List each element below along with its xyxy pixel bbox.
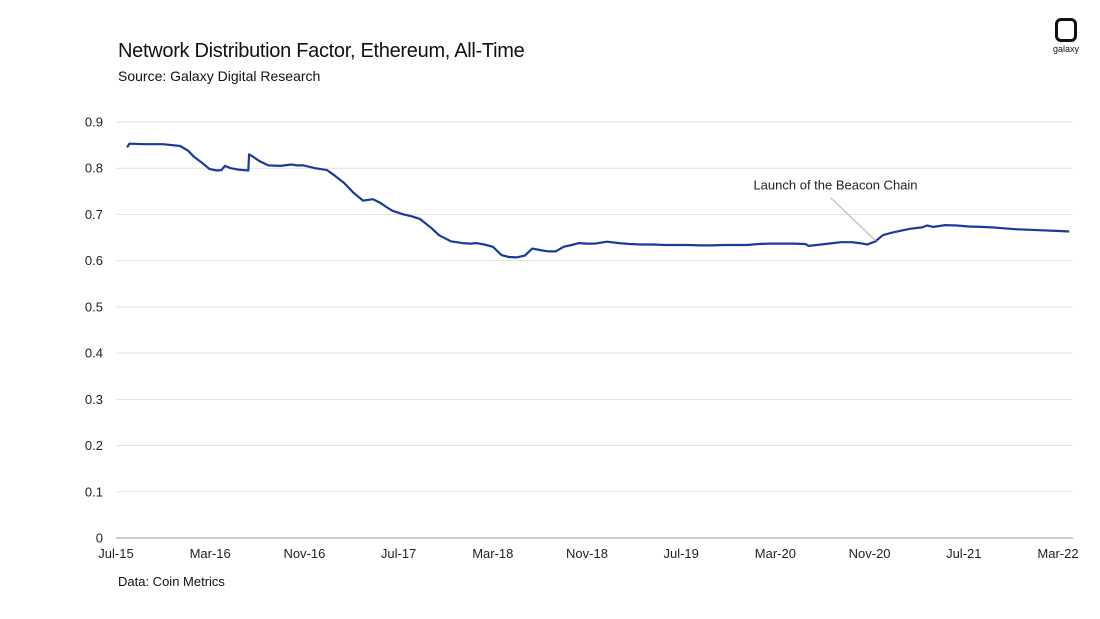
x-tick-label: Jul-19 <box>663 546 698 561</box>
y-tick-label: 0.7 <box>85 207 103 222</box>
logo-wordmark: galaxy <box>1052 44 1079 54</box>
y-tick-label: 0.1 <box>85 484 103 499</box>
y-tick-label: 0.4 <box>85 346 103 361</box>
x-tick-label: Nov-20 <box>849 546 891 561</box>
y-tick-label: 0.6 <box>85 253 103 268</box>
chart-footer: Data: Coin Metrics <box>118 574 225 589</box>
y-tick-label: 0.3 <box>85 392 103 407</box>
chart-title: Network Distribution Factor, Ethereum, A… <box>118 40 525 62</box>
logo-square-icon <box>1055 18 1077 42</box>
x-tick-label: Jul-17 <box>381 546 416 561</box>
annotation: Launch of the Beacon Chain <box>753 178 918 242</box>
grid-lines <box>116 121 1073 539</box>
x-axis-ticks: Jul-15 Mar-16 Nov-16 Jul-17 Mar-18 Nov-18 Jul-… <box>98 546 1078 561</box>
x-tick-label: Jul-15 <box>98 546 133 561</box>
y-tick-label: 0 <box>96 531 103 546</box>
annotation-leader-line <box>829 197 876 242</box>
x-tick-label: Mar-16 <box>190 546 231 561</box>
y-tick-label: 0.8 <box>85 161 103 176</box>
y-axis-ticks: 0 0.1 0.2 0.3 0.4 0.5 0.6 0.7 0.8 0.9 <box>85 115 103 546</box>
annotation-label: Launch of the Beacon Chain <box>753 178 917 193</box>
series-line <box>126 142 1070 259</box>
chart-subtitle: Source: Galaxy Digital Research <box>118 68 321 84</box>
galaxy-logo: galaxy <box>1050 16 1082 60</box>
x-tick-label: Nov-18 <box>566 546 608 561</box>
x-tick-label: Mar-18 <box>472 546 513 561</box>
y-tick-label: 0.9 <box>85 115 103 130</box>
y-tick-label: 0.2 <box>85 438 103 453</box>
x-tick-label: Nov-16 <box>283 546 325 561</box>
y-tick-label: 0.5 <box>85 299 103 314</box>
x-tick-label: Jul-21 <box>946 546 981 561</box>
x-tick-label: Mar-22 <box>1037 546 1078 561</box>
x-tick-label: Mar-20 <box>755 546 796 561</box>
